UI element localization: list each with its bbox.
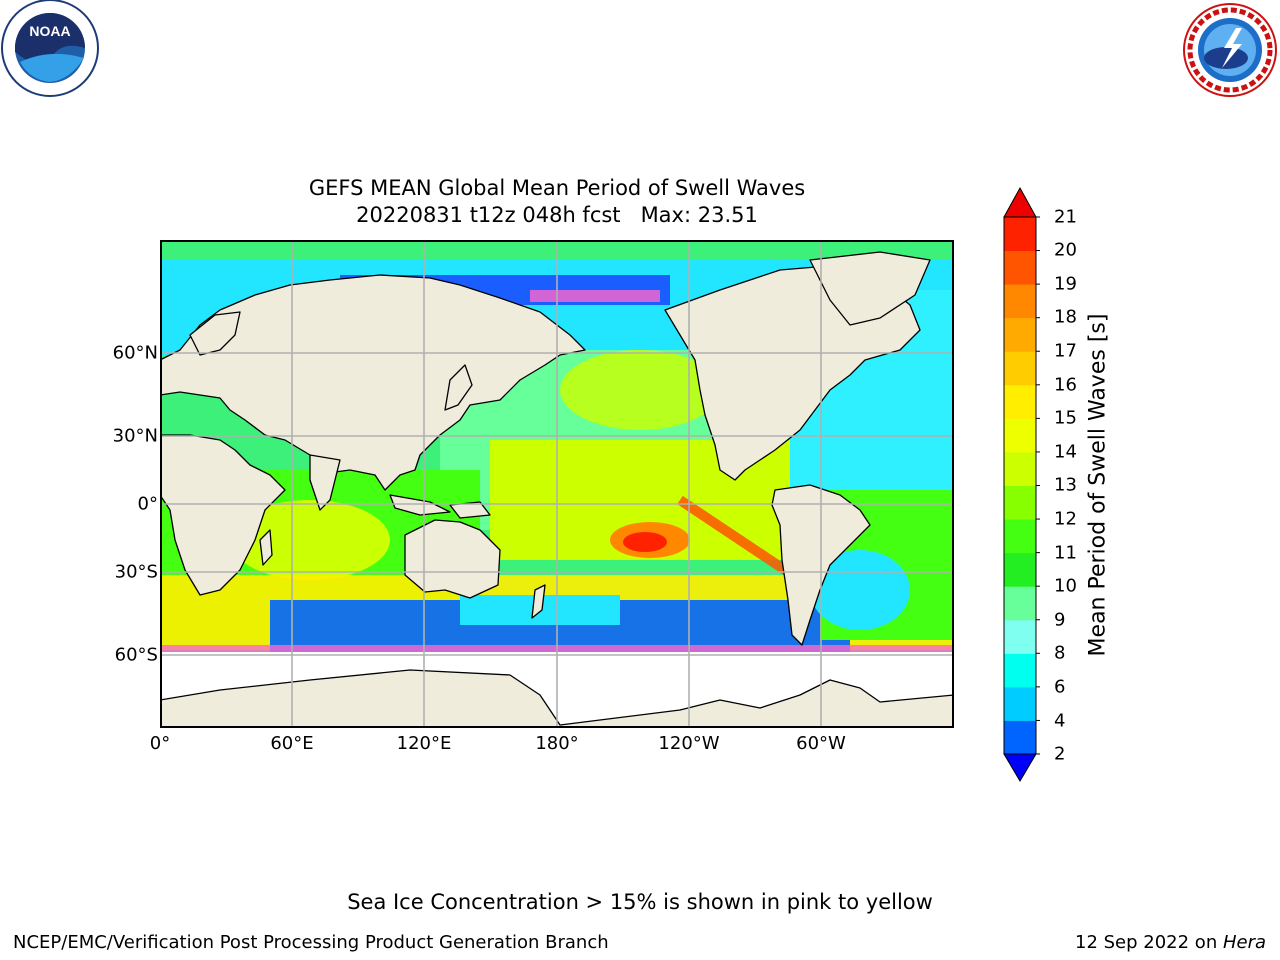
colorbar-bin	[1004, 384, 1036, 419]
colorbar-bin	[1004, 720, 1036, 755]
colorbar-bin	[1004, 317, 1036, 352]
lon-label-60w: 60°W	[796, 733, 846, 754]
colorbar-bin	[1004, 250, 1036, 285]
colorbar-bin	[1004, 284, 1036, 319]
land-scandinavia	[189, 311, 241, 356]
land-japan	[444, 364, 473, 411]
colorbar-tick-15: 15	[1054, 407, 1077, 429]
colorbar-bin	[1004, 552, 1036, 587]
colorbar-tick-19: 19	[1054, 273, 1077, 295]
colorbar-tick-17: 17	[1054, 340, 1077, 362]
footer-credit: NCEP/EMC/Verification Post Processing Pr…	[13, 932, 609, 953]
colorbar-tick-11: 11	[1054, 542, 1077, 564]
colorbar-bin	[1004, 519, 1036, 554]
land-new-zealand	[531, 584, 546, 619]
colorbar-tick-21: 21	[1054, 206, 1077, 228]
land-australia	[404, 519, 501, 599]
lat-label-60n: 60°N	[112, 342, 158, 364]
lat-label-0: 0°	[137, 493, 158, 515]
swell-period-map	[160, 240, 954, 728]
map-title: GEFS MEAN Global Mean Period of Swell Wa…	[308, 176, 806, 200]
footer-date: 12 Sep 2022 on Hera	[1075, 932, 1266, 953]
south-atlantic-cyan	[810, 550, 910, 630]
lat-label-60s: 60°S	[114, 644, 158, 666]
colorbar-bin	[1004, 653, 1036, 688]
land-new-guinea	[449, 501, 491, 519]
colorbar-bin	[1004, 451, 1036, 486]
graticule	[160, 240, 954, 728]
land-india	[309, 454, 341, 511]
lat-label-30s: 30°S	[114, 561, 158, 583]
lon-label-0: 0°	[149, 733, 171, 754]
colorbar-tick-12: 12	[1054, 508, 1077, 530]
colorbar-bin	[1004, 485, 1036, 520]
colorbar-bin	[1004, 351, 1036, 386]
colorbar-bin	[1004, 217, 1036, 252]
colorbar-bin	[1004, 619, 1036, 654]
colorbar-tick-16: 16	[1054, 374, 1077, 396]
ice-edge-north-pink	[530, 290, 660, 302]
lon-label-60e: 60°E	[270, 733, 314, 754]
colorbar-bin	[1004, 586, 1036, 621]
colorbar-tick-2: 2	[1054, 743, 1066, 765]
footer-host: Hera	[1222, 932, 1266, 953]
colorbar-tick-4: 4	[1054, 710, 1066, 732]
south-pacific-max	[623, 532, 667, 552]
land-africa	[160, 434, 286, 596]
colorbar-title: Mean Period of Swell Waves [s]	[1085, 313, 1111, 657]
colorbar-tick-14: 14	[1054, 441, 1077, 463]
colorbar-under-arrow	[1003, 753, 1037, 782]
lon-label-120w: 120°W	[658, 733, 720, 754]
land-madagascar	[259, 529, 273, 566]
land-antarctica	[160, 669, 954, 728]
land-greenland	[809, 251, 931, 326]
noaa-logo-text: NOAA	[29, 23, 70, 39]
colorbar-over-arrow	[1003, 186, 1037, 218]
map-frame	[160, 240, 954, 728]
colorbar-tick-10: 10	[1054, 575, 1077, 597]
colorbar-tick-20: 20	[1054, 239, 1077, 261]
sea-ice-note: Sea Ice Concentration > 15% is shown in …	[347, 890, 933, 914]
colorbar-tick-6: 6	[1054, 676, 1066, 698]
north-pacific-yellow	[560, 350, 720, 430]
swell-streak	[677, 495, 803, 585]
colorbar-tick-8: 8	[1054, 642, 1066, 664]
indian-ocean-yellow	[230, 500, 390, 580]
colorbar-bin	[1004, 686, 1036, 721]
colorbar-tick-18: 18	[1054, 306, 1077, 328]
colorbar-tick-13: 13	[1054, 474, 1077, 496]
lon-label-120e: 120°E	[396, 733, 452, 754]
noaa-logo: NOAA	[1, 0, 99, 97]
colorbar	[1003, 186, 1040, 782]
map-subtitle: 20220831 t12z 048h fcst Max: 23.51	[356, 203, 758, 227]
land-eurasia	[160, 274, 586, 491]
nws-logo	[1183, 3, 1277, 97]
colorbar-bin	[1004, 418, 1036, 453]
colorbar-tick-9: 9	[1054, 609, 1066, 631]
lat-label-30n: 30°N	[112, 425, 158, 447]
footer-date-text: 12 Sep 2022 on	[1075, 932, 1223, 953]
lon-label-180: 180°	[535, 733, 579, 754]
